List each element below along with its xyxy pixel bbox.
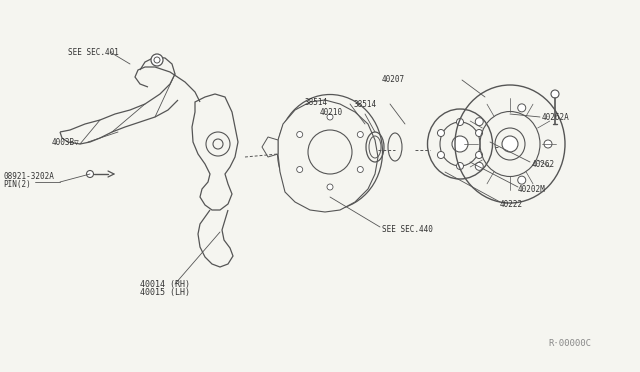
Circle shape [357,131,364,138]
Text: 40015 (LH): 40015 (LH) [140,288,190,296]
Circle shape [518,176,525,184]
Text: SEE SEC.401: SEE SEC.401 [68,48,119,57]
Circle shape [327,114,333,120]
Circle shape [502,136,518,152]
Circle shape [476,129,483,137]
Text: 40207: 40207 [382,74,405,83]
Circle shape [327,184,333,190]
Circle shape [297,131,303,138]
Circle shape [297,167,303,173]
Circle shape [456,119,463,125]
Text: 40262: 40262 [532,160,555,169]
Text: 40262A: 40262A [542,112,570,122]
Circle shape [476,162,483,170]
Circle shape [476,151,483,158]
Polygon shape [278,100,378,212]
Circle shape [476,118,483,126]
Text: R·00000C: R·00000C [548,340,591,349]
Text: 08921-3202A: 08921-3202A [3,171,54,180]
Text: 40222: 40222 [500,199,523,208]
Circle shape [452,136,468,152]
Circle shape [438,129,444,137]
Circle shape [438,151,444,158]
Text: SEE SEC.440: SEE SEC.440 [382,224,433,234]
Text: 40202M: 40202M [518,185,546,193]
Circle shape [551,90,559,98]
Text: 4003B▽: 4003B▽ [52,138,80,147]
Text: 38514: 38514 [305,97,328,106]
Circle shape [151,54,163,66]
Text: PIN(2): PIN(2) [3,180,31,189]
Circle shape [544,140,552,148]
Text: 40210: 40210 [320,108,343,116]
Circle shape [86,170,93,177]
Polygon shape [262,137,278,157]
Circle shape [456,163,463,170]
Circle shape [357,167,364,173]
Text: 40014 (RH): 40014 (RH) [140,279,190,289]
Circle shape [518,104,525,112]
Text: 38514: 38514 [354,99,377,109]
